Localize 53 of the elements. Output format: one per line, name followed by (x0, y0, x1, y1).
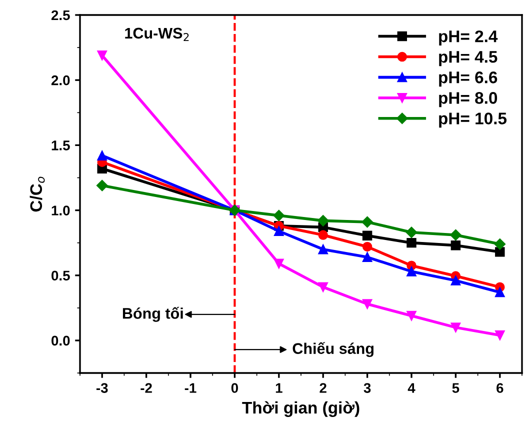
legend-label: pH= 10.5 (439, 112, 507, 128)
point (362, 230, 372, 241)
point (495, 287, 505, 298)
point (97, 50, 107, 60)
point (318, 230, 328, 240)
point (362, 216, 373, 228)
legend-label: pH= 8.0 (439, 92, 498, 108)
annotation: Chiếu sáng (292, 342, 374, 358)
point (274, 226, 284, 236)
point (317, 215, 329, 226)
x-tick-label: -3 (96, 383, 108, 393)
point (406, 238, 416, 248)
point (450, 276, 461, 286)
y-axis-title: C/C$_{o}$ (30, 176, 45, 212)
x-tick-label: -2 (140, 383, 152, 393)
y-tick-label: 2.5 (51, 10, 70, 20)
point (318, 244, 328, 254)
x-tick-label: 6 (496, 383, 504, 393)
point (495, 330, 505, 340)
point (450, 322, 461, 332)
point (273, 210, 285, 222)
point (406, 310, 416, 321)
point (450, 229, 462, 241)
annotation: 1Cu-WS$_{2}$ (125, 28, 189, 41)
x-tick-label: 2 (320, 383, 326, 393)
point (362, 242, 372, 252)
point (406, 226, 418, 238)
point (362, 252, 372, 262)
legend-label: pH= 2.4 (439, 30, 498, 46)
point (362, 299, 372, 309)
legend-label: pH= 4.5 (439, 51, 498, 66)
x-tick-label: -1 (184, 383, 196, 393)
y-tick-label: 0.5 (52, 270, 70, 281)
y-tick-label: 0.0 (52, 336, 70, 346)
point (318, 282, 328, 292)
x-tick-label: 5 (452, 383, 460, 393)
x-tick-label: 4 (408, 383, 416, 393)
x-tick-label: 0 (231, 383, 238, 393)
y-tick-label: 1.5 (52, 140, 70, 150)
annotation: Bóng tối (122, 306, 183, 322)
x-tick-label: 1 (276, 383, 282, 393)
point (406, 266, 416, 276)
point (274, 258, 284, 269)
x-axis-title: Thời gian (giờ) (242, 401, 360, 417)
y-tick-label: 1.0 (52, 206, 70, 216)
y-tick-label: 2.0 (51, 75, 70, 86)
point (97, 150, 107, 160)
legend-label: pH= 6.6 (439, 72, 498, 87)
point (450, 240, 461, 250)
point (495, 247, 505, 257)
x-tick-label: 3 (364, 383, 371, 393)
point (494, 238, 506, 250)
point (96, 180, 108, 192)
